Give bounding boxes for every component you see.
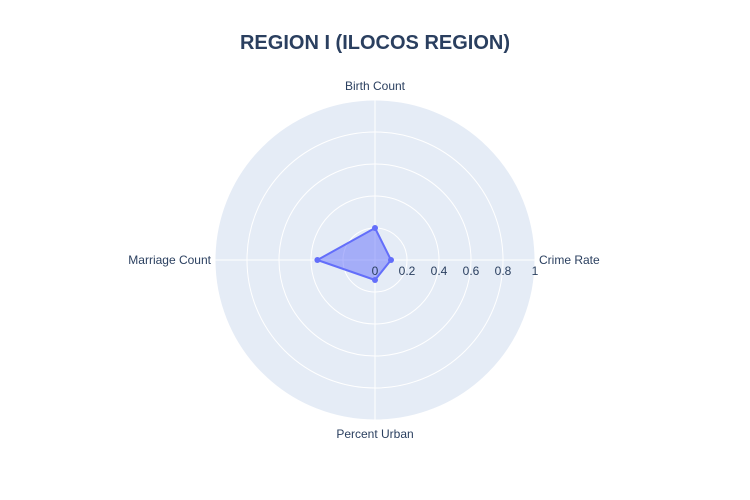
radial-tick-label: 0.6 [463, 264, 480, 278]
chart-title: REGION I (ILOCOS REGION) [240, 32, 510, 54]
data-point [388, 257, 394, 263]
radial-tick-label: 0.4 [431, 264, 448, 278]
radial-tick-label: 0.2 [399, 264, 416, 278]
axis-label: Birth Count [345, 79, 406, 93]
radial-tick-label: 1 [532, 264, 539, 278]
radial-tick-labels: 0 0.2 0.4 0.6 0.8 1 [372, 264, 539, 278]
data-point [372, 225, 378, 231]
axis-label: Percent Urban [336, 427, 413, 441]
axis-label: Crime Rate [539, 253, 600, 267]
radial-tick-label: 0 [372, 264, 379, 278]
axis-label: Marriage Count [128, 253, 211, 267]
radial-tick-label: 0.8 [495, 264, 512, 278]
angular-axis-labels: Birth Count Crime Rate Percent Urban Marria… [128, 79, 600, 441]
data-point [314, 257, 321, 263]
series-layer [314, 225, 394, 283]
data-point [372, 277, 378, 283]
